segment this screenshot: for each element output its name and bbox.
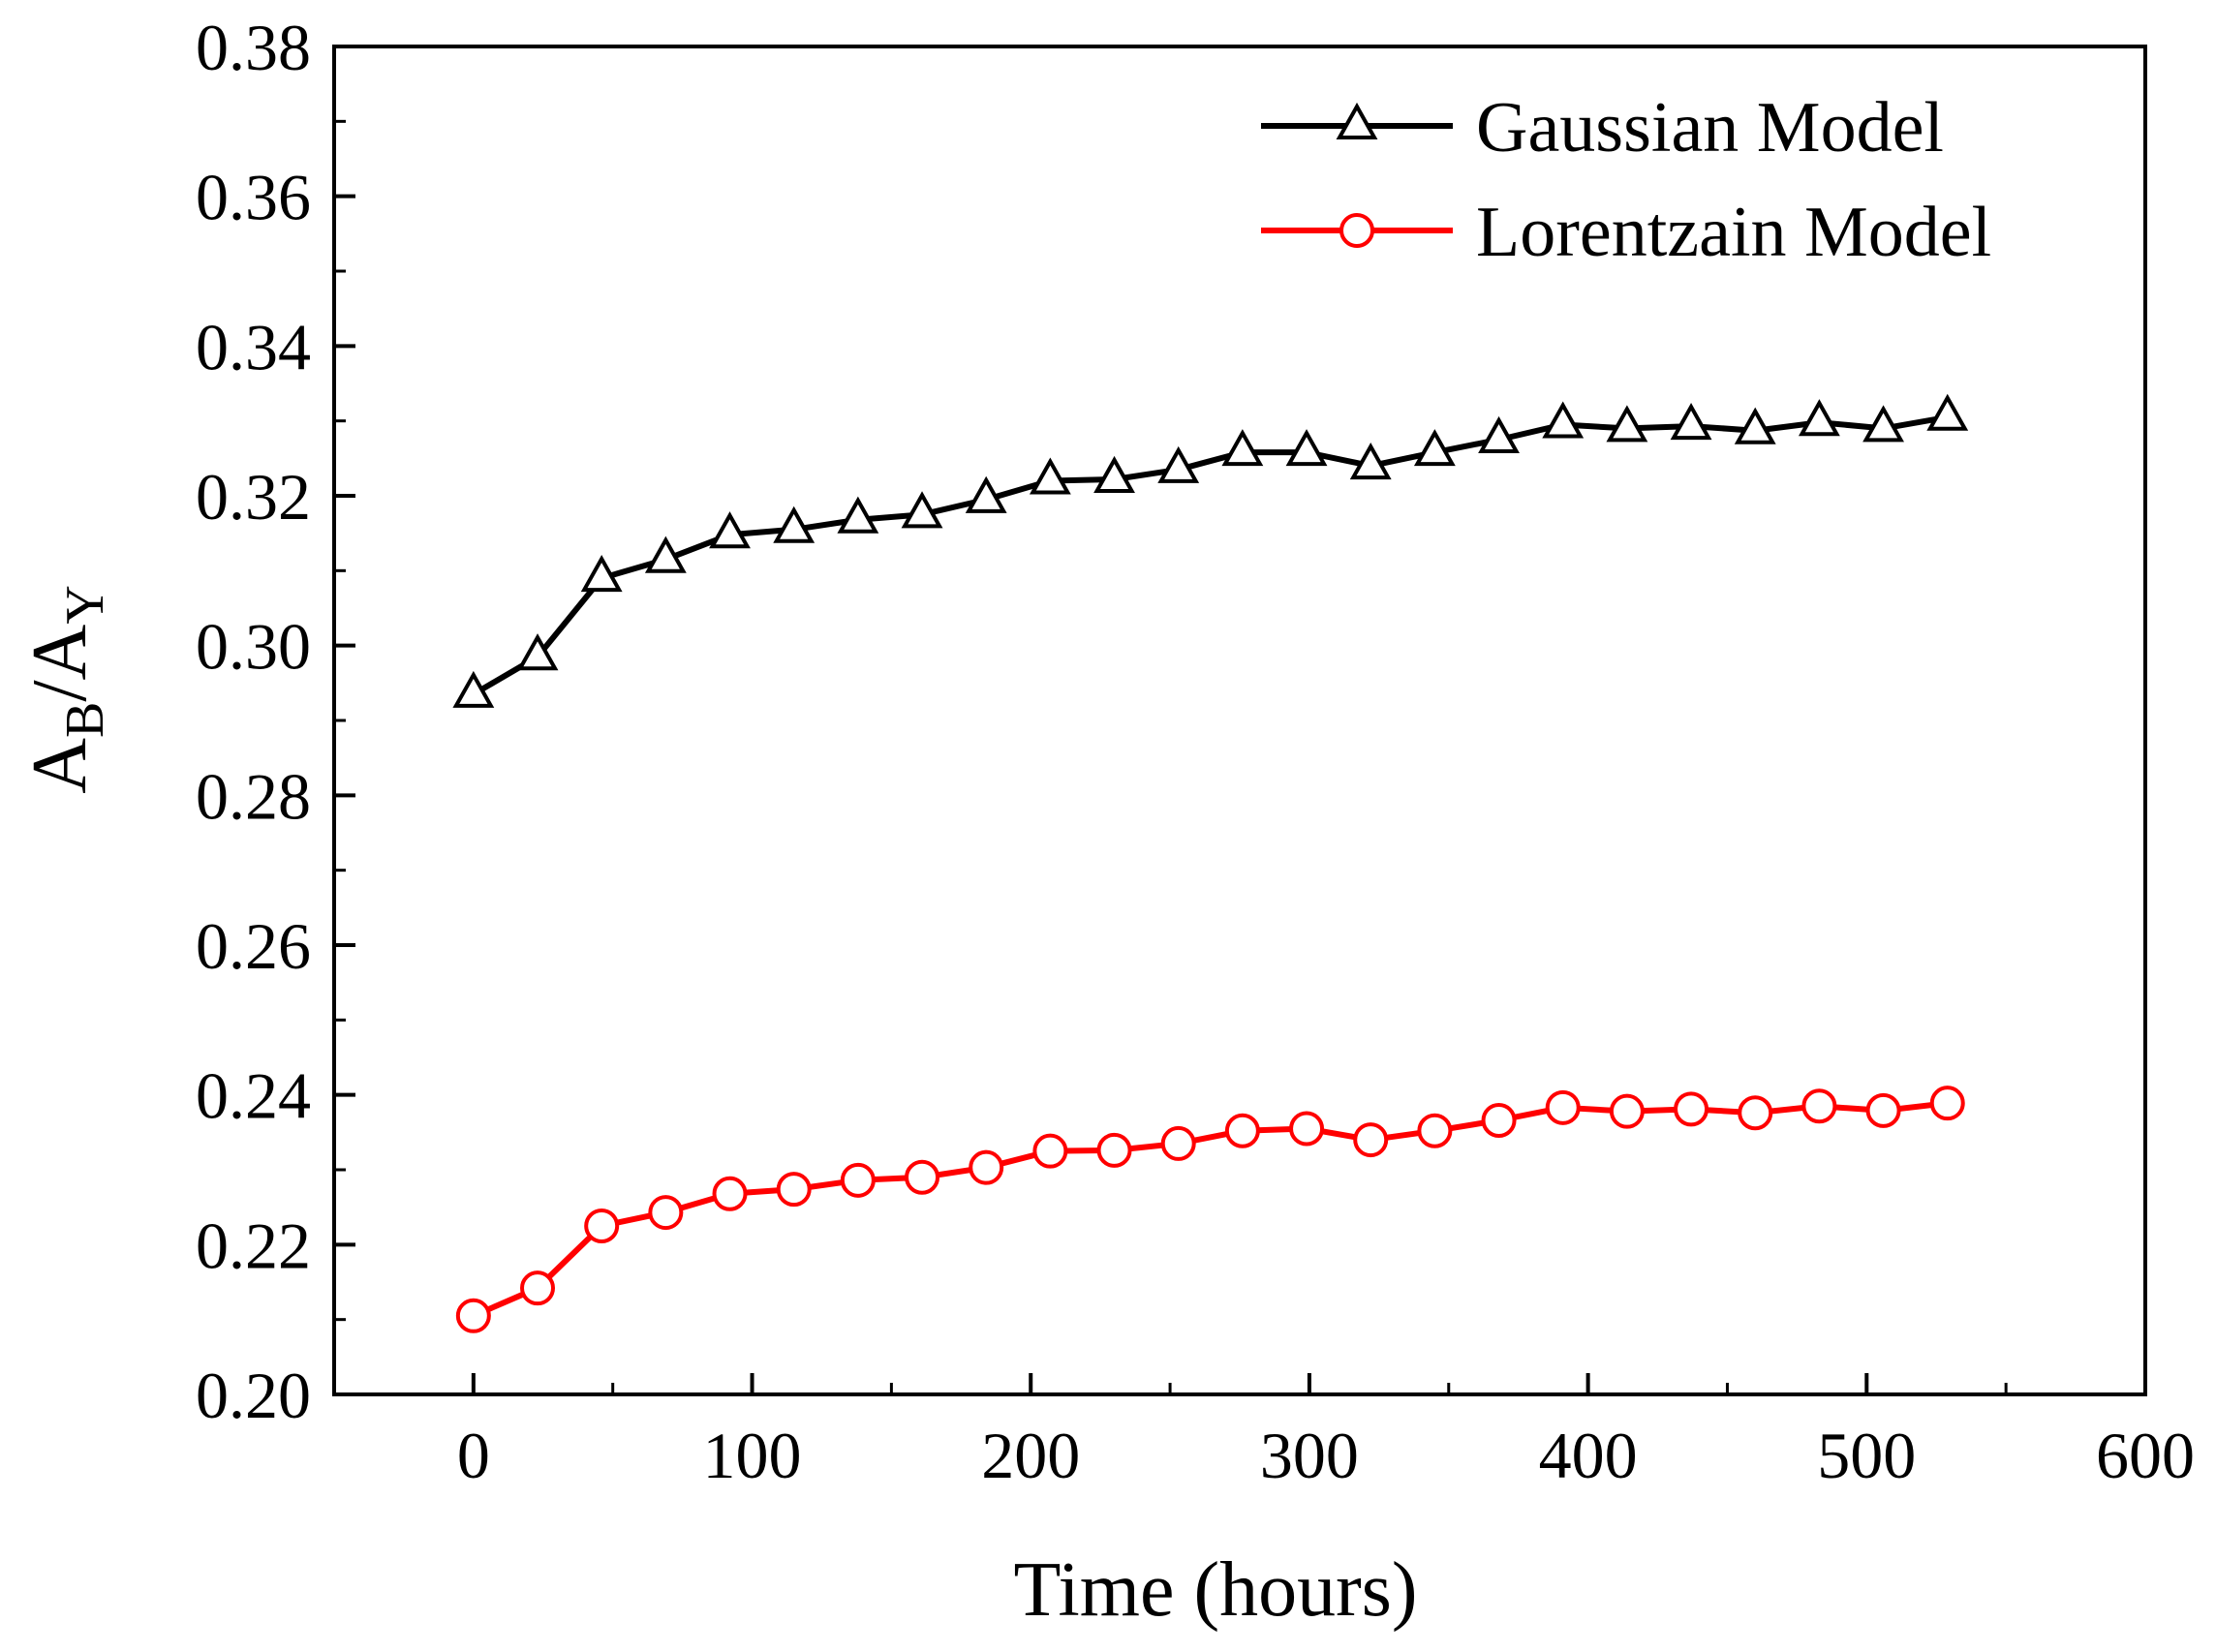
series-line-1 [472,1100,1949,1319]
legend-label-gaussian: Gaussian Model [1476,88,1944,168]
data-point [709,511,751,549]
data-point [1862,405,1904,443]
data-point [516,633,559,671]
data-point [1478,415,1520,453]
data-point [1349,442,1392,480]
data-point [1221,429,1264,467]
data-point [1738,1095,1773,1131]
data-point [1926,393,1969,431]
y-tick-label: 0.28 [196,759,311,833]
data-point [905,1159,940,1195]
legend-circle-marker-icon [1339,213,1374,248]
y-axis-title: AB/AY [17,585,115,794]
data-point [1093,455,1135,493]
legend: Gaussian Model Lorentzain Model [1261,88,1991,272]
data-point [1417,1113,1453,1148]
data-point [776,1172,812,1208]
x-tick-label: 500 [1817,1419,1916,1492]
y-tick-label: 0.36 [196,161,311,234]
y-tick-label: 0.32 [196,460,311,534]
data-point [1801,1088,1837,1124]
data-point [1670,403,1712,441]
data-point [1160,1125,1196,1161]
data-point [584,1208,620,1243]
data-point [1734,407,1776,444]
data-point [1929,1086,1965,1121]
y-tick-label: 0.22 [196,1208,311,1282]
x-tick-label: 300 [1260,1419,1359,1492]
data-point [1542,401,1585,439]
data-point [1285,429,1328,467]
data-point [1606,405,1648,443]
data-point [837,496,879,534]
data-point [1224,1113,1260,1148]
data-point [1029,457,1071,495]
data-point [1289,1111,1325,1147]
data-point [1096,1132,1132,1168]
data-point [712,1176,748,1211]
data-point [773,505,816,543]
data-point [1157,445,1200,483]
x-axis-title: Time (hours) [1013,1547,1417,1633]
data-point [1545,1089,1581,1125]
y-tick-label: 0.20 [196,1359,311,1432]
data-point [965,475,1007,513]
x-tick-label: 200 [981,1419,1080,1492]
data-point [1413,429,1456,467]
y-tick-label: 0.26 [196,909,311,983]
x-tick-label: 0 [457,1419,490,1492]
legend-triangle-marker-icon [1336,102,1378,139]
data-point [1481,1102,1517,1138]
data-point [1609,1093,1645,1129]
data-point [1032,1133,1068,1169]
data-point [648,1195,684,1231]
y-tick-label: 0.34 [196,310,311,383]
y-tick-label: 0.38 [196,11,311,84]
data-point [580,554,623,593]
data-point [840,1162,876,1198]
x-tick-label: 100 [703,1419,802,1492]
data-point [1865,1092,1901,1128]
data-point [1798,399,1840,437]
data-point [1353,1122,1389,1158]
x-tick-label: 400 [1539,1419,1638,1492]
data-point [520,1270,556,1306]
x-tick-label: 600 [2096,1419,2195,1492]
legend-entry-lorentzain: Lorentzain Model [1261,193,1991,272]
legend-label-lorentzain: Lorentzain Model [1476,193,1991,272]
y-tick-label: 0.30 [196,610,311,684]
data-point [644,535,687,573]
legend-entry-gaussian: Gaussian Model [1261,88,1944,168]
data-point [455,1298,491,1333]
data-point [452,670,495,708]
y-tick-label: 0.24 [196,1059,311,1133]
series-line-0 [472,413,1949,697]
data-point [969,1149,1004,1185]
data-point [901,491,943,529]
data-point [1674,1091,1709,1127]
